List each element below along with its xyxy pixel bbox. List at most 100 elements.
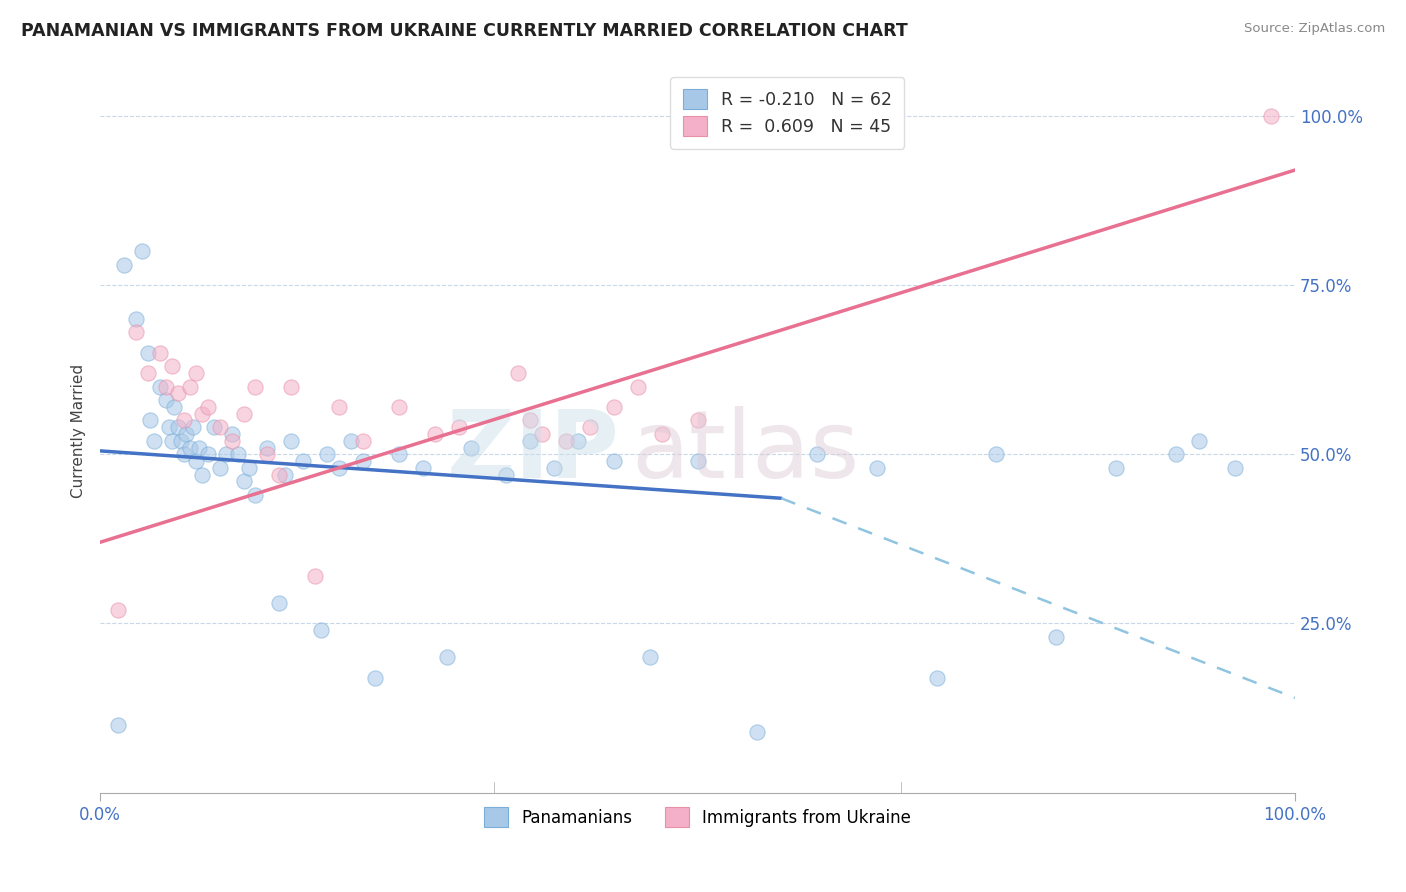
Point [208,420,231,434]
Point [190,467,212,482]
Point [986,447,1008,461]
Point [1188,434,1211,448]
Point [107,603,129,617]
Point [139,413,162,427]
Legend: Panamanians, Immigrants from Ukraine: Panamanians, Immigrants from Ukraine [477,799,920,835]
Point [638,650,661,665]
Point [179,441,201,455]
Point [866,460,889,475]
Point [747,724,769,739]
Point [221,434,243,448]
Point [125,326,148,340]
Point [166,420,188,434]
Point [179,379,201,393]
Y-axis label: Currently Married: Currently Married [72,364,86,498]
Point [159,420,181,434]
Point [256,441,278,455]
Point [256,447,278,461]
Point [1260,109,1282,123]
Point [174,427,197,442]
Point [292,454,315,468]
Point [309,624,332,638]
Point [388,400,411,414]
Point [197,447,219,461]
Point [208,460,231,475]
Point [579,420,602,434]
Point [170,434,193,448]
Point [519,434,541,448]
Point [519,413,541,427]
Point [136,366,159,380]
Point [149,379,172,393]
Point [460,441,482,455]
Point [269,467,291,482]
Point [328,400,350,414]
Point [508,366,530,380]
Point [142,434,165,448]
Point [232,407,254,421]
Point [136,345,159,359]
Point [160,434,183,448]
Point [388,447,411,461]
Point [125,312,148,326]
Point [166,386,188,401]
Point [131,244,153,259]
Point [627,379,650,393]
Point [328,460,350,475]
Text: ZIP: ZIP [447,407,620,499]
Point [447,420,470,434]
Point [304,569,326,583]
Point [555,434,578,448]
Text: PANAMANIAN VS IMMIGRANTS FROM UKRAINE CURRENTLY MARRIED CORRELATION CHART: PANAMANIAN VS IMMIGRANTS FROM UKRAINE CU… [21,22,908,40]
Point [214,447,236,461]
Point [686,413,709,427]
Point [221,427,243,442]
Point [190,407,212,421]
Point [202,420,225,434]
Point [173,413,195,427]
Point [107,718,129,732]
Point [245,488,267,502]
Point [160,359,183,374]
Point [1164,447,1187,461]
Point [495,467,517,482]
Point [436,650,458,665]
Point [412,460,434,475]
Point [226,447,249,461]
Point [651,427,673,442]
Point [184,454,207,468]
Point [316,447,339,461]
Point [352,454,374,468]
Point [183,420,205,434]
Point [925,671,948,685]
Point [1225,460,1247,475]
Point [603,454,626,468]
Point [238,460,260,475]
Point [197,400,219,414]
Point [173,447,195,461]
Point [269,596,291,610]
Point [155,393,177,408]
Point [184,366,207,380]
Point [531,427,554,442]
Point [163,400,186,414]
Point [274,467,297,482]
Point [155,379,177,393]
Point [1105,460,1128,475]
Point [280,379,302,393]
Point [686,454,709,468]
Point [567,434,589,448]
Point [352,434,374,448]
Text: atlas: atlas [631,407,860,499]
Point [806,447,828,461]
Point [245,379,267,393]
Point [280,434,302,448]
Point [364,671,387,685]
Point [149,345,172,359]
Point [543,460,565,475]
Point [188,441,211,455]
Point [112,258,135,272]
Text: Source: ZipAtlas.com: Source: ZipAtlas.com [1244,22,1385,36]
Point [603,400,626,414]
Point [1045,630,1067,644]
